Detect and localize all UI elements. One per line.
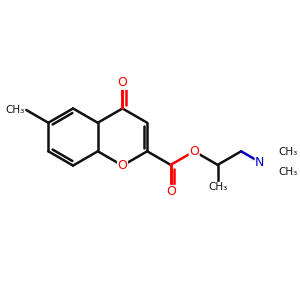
Text: O: O (189, 145, 199, 158)
Text: O: O (118, 159, 128, 172)
Text: O: O (166, 185, 175, 199)
Text: N: N (255, 156, 265, 169)
Text: O: O (118, 76, 128, 89)
Text: CH₃: CH₃ (279, 147, 298, 157)
Text: CH₃: CH₃ (279, 167, 298, 177)
Text: CH₃: CH₃ (208, 182, 227, 192)
Text: CH₃: CH₃ (5, 105, 25, 115)
